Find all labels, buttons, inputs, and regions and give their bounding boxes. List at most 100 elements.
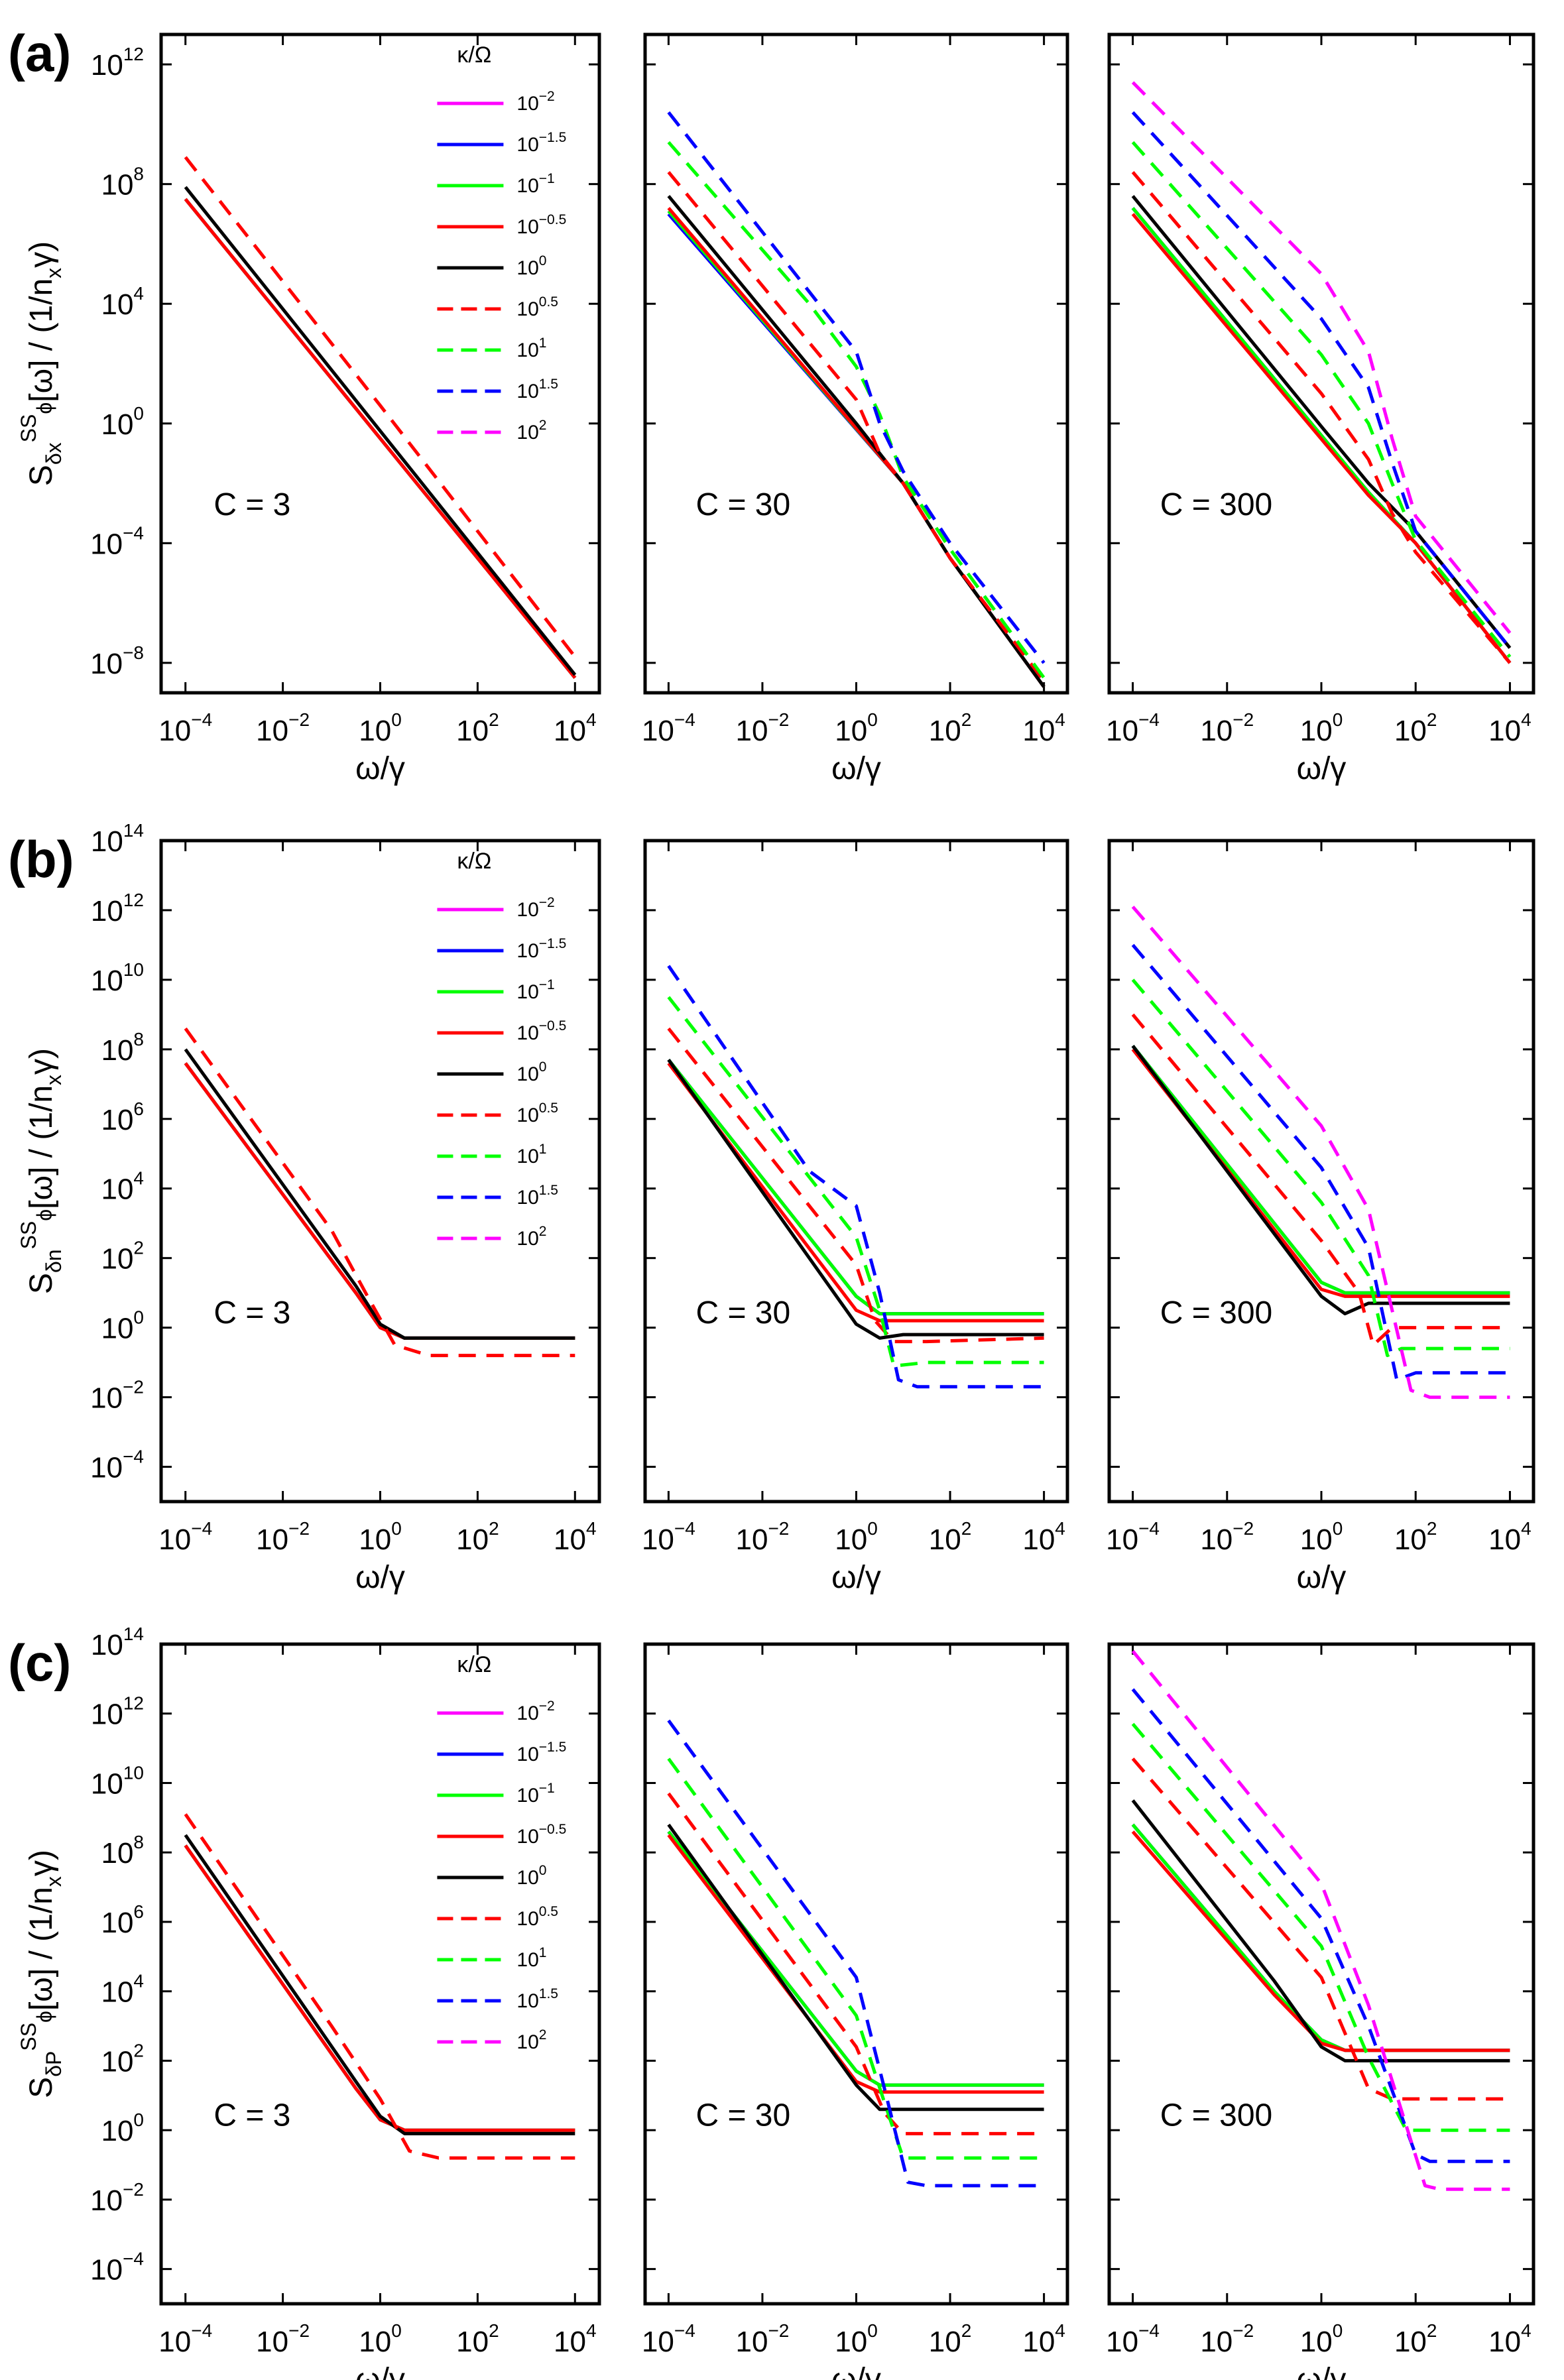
legend-entry: 10−1.5 (516, 1740, 566, 1765)
series-line (667, 1059, 1044, 1340)
x-tick-label: 10−4 (1106, 709, 1160, 747)
series-line (184, 1048, 575, 1340)
legend-entry: 100 (516, 1059, 546, 1085)
series-line (1131, 1045, 1510, 1316)
series-group (1131, 906, 1510, 1399)
x-tick-label: 10−2 (1200, 1518, 1254, 1556)
panel: 10−4 10−2 100 102 104 ω/γ C = 30 (642, 839, 1069, 1595)
series-line (184, 1844, 575, 2132)
x-axis-label: ω/γ (355, 1560, 405, 1595)
series-line (667, 1059, 1044, 1316)
legend-entry: 100 (516, 1863, 546, 1889)
x-tick-label: 10−4 (1106, 1518, 1160, 1556)
y-tick-label: 1014 (91, 820, 144, 858)
series-line (1131, 141, 1512, 658)
series-line (184, 1834, 575, 2135)
legend-title: κ/Ω (457, 849, 491, 874)
x-tick-label: 10−2 (735, 2320, 789, 2358)
legend-entry: 10−0.5 (516, 1822, 566, 1848)
legend-entry: 10−1 (516, 977, 554, 1003)
series-line (667, 965, 1044, 1389)
series-group (1131, 1649, 1510, 2191)
x-tick-label: 10−2 (735, 709, 789, 747)
x-tick-label: 10−2 (735, 1518, 789, 1556)
y-tick-label: 104 (101, 1168, 144, 1206)
c-label: C = 30 (695, 487, 790, 522)
x-tick-label: 100 (1300, 2320, 1343, 2358)
legend: κ/Ω 10−2 10−1.5 10−1 10−0.5 100 100.5 101 101.5 1… (437, 849, 566, 1250)
x-tick-label: 102 (1394, 709, 1437, 747)
series-group (1131, 81, 1512, 664)
legend-entry: 10−0.5 (516, 212, 566, 238)
series-line (667, 171, 1046, 682)
legend-entry: 100 (516, 253, 546, 279)
legend-entry: 102 (516, 1224, 546, 1250)
x-tick-label: 100 (359, 2320, 402, 2358)
legend-entry: 10−1.5 (516, 130, 566, 156)
axes-box (643, 839, 1069, 1504)
series-line (1131, 1688, 1510, 2163)
y-tick-label: 1012 (91, 890, 144, 927)
y-tick-label: 10−8 (90, 642, 144, 680)
panel: 10−4 10−2 100 102 104 ω/γ C = 3 κ/Ω 10−2 10−1.5 10… (158, 1642, 601, 2380)
row-label: (a) (8, 24, 71, 82)
y-tick-label: 108 (101, 1832, 144, 1870)
legend-entry: 101.5 (516, 1986, 558, 2012)
series-line (1131, 943, 1510, 1382)
panel: 10−4 10−2 100 102 104 ω/γ C = 3 κ/Ω 10−2 10−1.5 10… (158, 839, 601, 1595)
panel: 10−4 10−2 100 102 104 ω/γ C = 3 κ/Ω 10−2 10−1.5 10… (158, 32, 601, 786)
series-line (1131, 1013, 1510, 1347)
x-tick-label: 102 (456, 2320, 499, 2358)
series-line (667, 1834, 1044, 2094)
x-tick-label: 104 (554, 2320, 597, 2358)
y-tick-label: 1010 (91, 959, 144, 997)
axes-box (1107, 1642, 1535, 2306)
y-tick-label: 104 (101, 1971, 144, 2009)
c-label: C = 3 (213, 487, 290, 522)
x-tick-label: 10−4 (642, 709, 695, 747)
series-line (667, 1792, 1044, 2135)
x-tick-label: 104 (1488, 1518, 1532, 1556)
panel: 10−4 10−2 100 102 104 ω/γ C = 30 (642, 1642, 1069, 2380)
c-label: C = 300 (1160, 1295, 1272, 1331)
axes-box (159, 839, 601, 1504)
legend: κ/Ω 10−2 10−1.5 10−1 10−0.5 100 100.5 101 101.5 1… (437, 42, 566, 444)
axes-box (159, 1642, 601, 2306)
x-tick-label: 102 (929, 709, 972, 747)
y-tick-label: 104 (101, 283, 144, 321)
x-axis-label: ω/γ (1297, 2362, 1347, 2380)
legend-entry: 10−2 (516, 895, 554, 921)
x-tick-label: 10−4 (642, 1518, 695, 1556)
x-axis-label: ω/γ (1297, 1560, 1347, 1595)
x-tick-label: 100 (359, 1518, 402, 1556)
x-tick-label: 100 (1300, 1518, 1343, 1556)
series-group (184, 1027, 575, 1358)
x-tick-label: 10−2 (256, 709, 310, 747)
x-tick-label: 102 (456, 1518, 499, 1556)
x-tick-label: 104 (554, 709, 597, 747)
y-tick-label: 100 (101, 2110, 144, 2147)
y-axis-label: SδnSSϕ[ω] / (1/nxγ) (17, 1048, 66, 1294)
series-line (1131, 1799, 1510, 2062)
x-tick-label: 100 (359, 709, 402, 747)
series-group (667, 1719, 1044, 2188)
x-tick-label: 102 (1394, 1518, 1437, 1556)
series-line (667, 996, 1044, 1368)
x-tick-label: 104 (1488, 2320, 1532, 2358)
y-tick-label: 106 (101, 1901, 144, 1939)
legend-entry: 102 (516, 418, 546, 444)
x-tick-label: 104 (1488, 709, 1532, 747)
x-tick-label: 100 (835, 2320, 878, 2358)
x-tick-label: 102 (456, 709, 499, 747)
x-tick-label: 102 (929, 1518, 972, 1556)
series-line (1131, 979, 1510, 1358)
y-tick-label: 102 (101, 1238, 144, 1276)
x-axis-label: ω/γ (831, 2362, 881, 2380)
c-label: C = 3 (213, 2098, 290, 2133)
y-tick-label: 1010 (91, 1762, 144, 1800)
legend-entry: 101.5 (516, 1183, 558, 1209)
axes-box (1107, 839, 1535, 1504)
x-tick-label: 102 (1394, 2320, 1437, 2358)
legend-entry: 10−2 (516, 89, 554, 115)
x-tick-label: 104 (1022, 709, 1065, 747)
